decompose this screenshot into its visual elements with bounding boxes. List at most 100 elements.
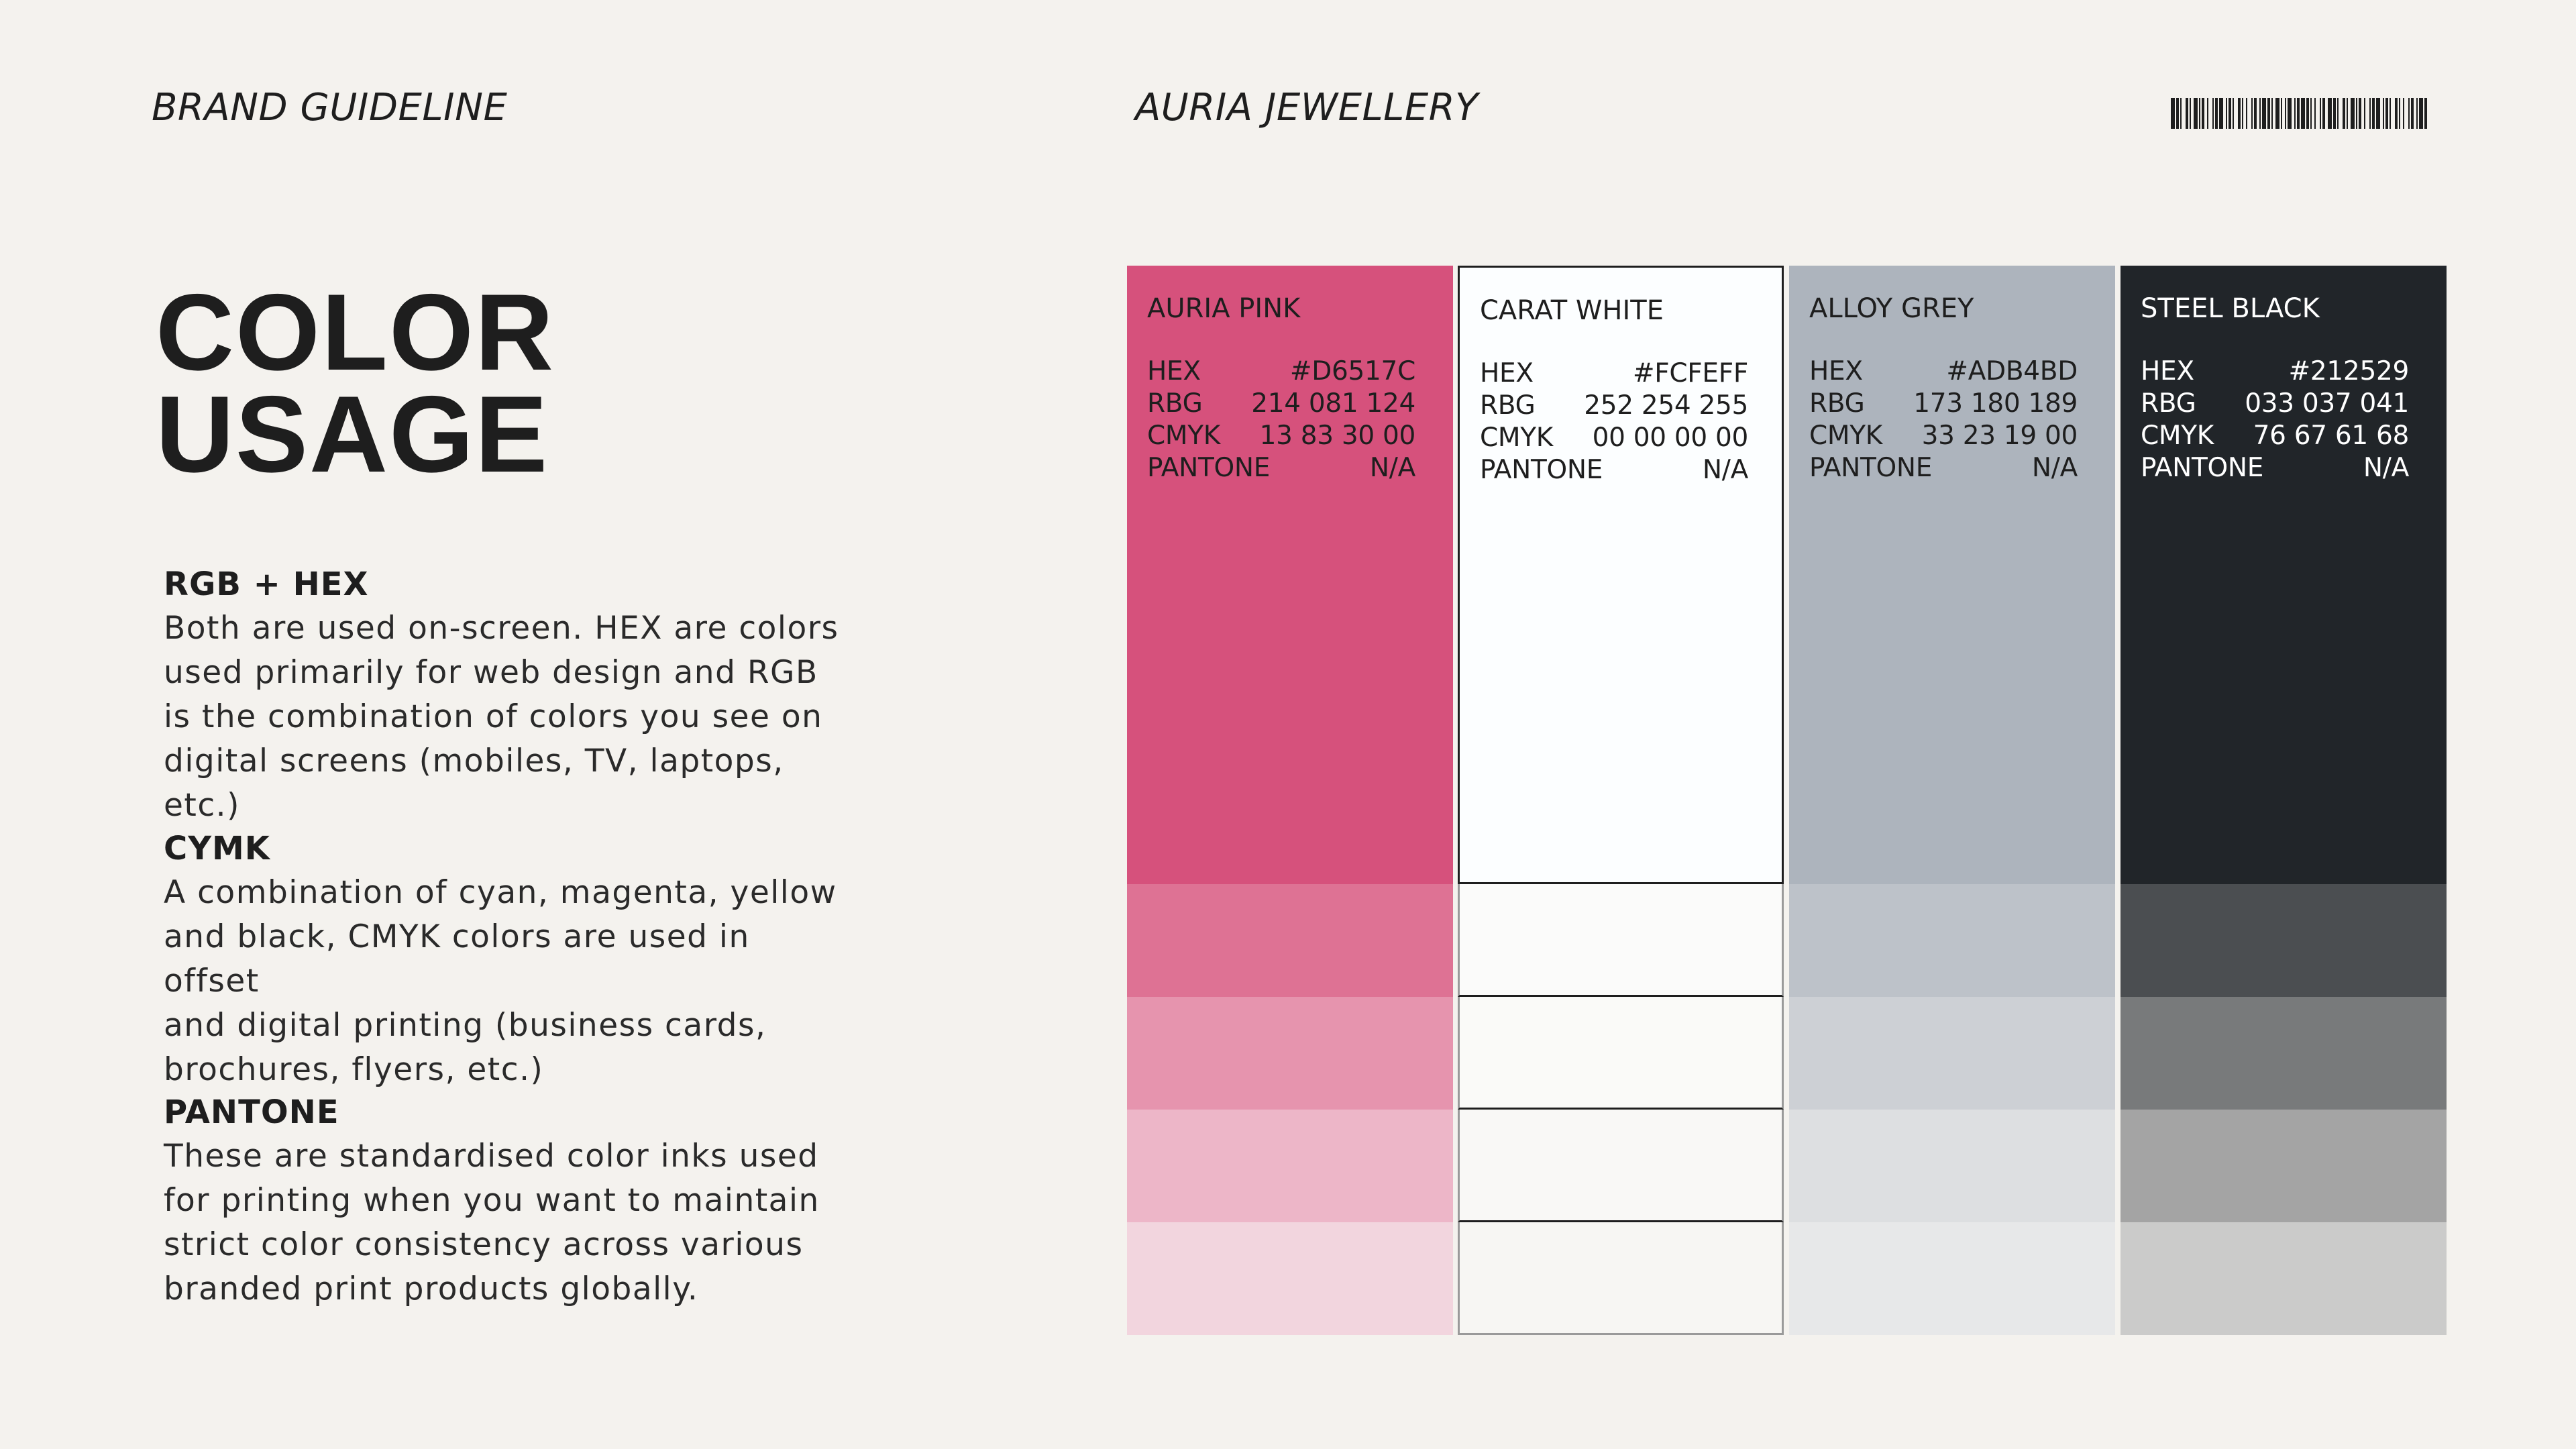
tint-20 xyxy=(1458,1222,1784,1335)
barcode-bar xyxy=(2356,98,2357,129)
swatch-name: ALLOY GREY xyxy=(1809,293,1974,324)
barcode-bar xyxy=(2294,98,2296,129)
section-line: A combination of cyan, magenta, yellow xyxy=(164,874,837,911)
swatch-main-block: STEEL BLACK HEX #212529 RBG 033 037 041 CM… xyxy=(2121,266,2447,884)
tint-40 xyxy=(1458,1110,1784,1222)
pantone-value: N/A xyxy=(2031,453,2078,483)
barcode-bar xyxy=(2275,98,2279,129)
swatch-carat-white: CARAT WHITE HEX #FCFEFF RBG 252 254 255 CM… xyxy=(1458,266,1784,1335)
section-line: strict color consistency across various xyxy=(164,1226,804,1263)
barcode-bar xyxy=(2180,98,2182,129)
swatch-auria-pink: AURIA PINK HEX #D6517C RBG 214 081 124 CMY… xyxy=(1127,266,1453,1335)
pantone-label: PANTONE xyxy=(1147,453,1271,483)
pantone-value: N/A xyxy=(1369,453,1415,483)
hex-label: HEX xyxy=(1147,356,1201,386)
barcode-bar xyxy=(2399,98,2400,129)
barcode-bar xyxy=(2322,98,2325,129)
barcode-bar xyxy=(2383,98,2384,129)
cmyk-value: 33 23 19 00 xyxy=(1921,421,2078,451)
barcode-bar xyxy=(2372,98,2375,129)
barcode-bar xyxy=(2424,98,2427,129)
hex-value: #212529 xyxy=(2288,356,2410,386)
barcode-bar xyxy=(2376,98,2380,129)
swatch-name: AURIA PINK xyxy=(1147,293,1301,324)
rgb-value: 214 081 124 xyxy=(1251,388,1415,419)
pantone-label: PANTONE xyxy=(1809,453,1933,483)
section-line: branded print products globally. xyxy=(164,1271,699,1307)
barcode-bar xyxy=(2207,98,2208,129)
rgb-value: 033 037 041 xyxy=(2245,388,2409,419)
barcode-bar xyxy=(2219,98,2223,129)
barcode-bar xyxy=(2333,98,2336,129)
swatch-name: STEEL BLACK xyxy=(2141,293,2320,324)
tint-60 xyxy=(1789,997,2115,1110)
barcode-bar xyxy=(2215,98,2218,129)
section-line: for printing when you want to maintain xyxy=(164,1182,820,1219)
section-cmyk: CYMK A combination of cyan, magenta, yel… xyxy=(164,826,848,1092)
rgb-value: 252 254 255 xyxy=(1584,390,1748,421)
tint-80 xyxy=(1789,884,2115,997)
barcode-bar xyxy=(2328,98,2332,129)
hex-label: HEX xyxy=(2141,356,2194,386)
barcode-bar xyxy=(2212,98,2214,129)
swatch-main-block: AURIA PINK HEX #D6517C RBG 214 081 124 CMY… xyxy=(1127,266,1453,884)
barcode-bar xyxy=(2419,98,2423,129)
barcode-bar xyxy=(2190,98,2191,129)
tint-20 xyxy=(2121,1222,2447,1335)
barcode-bar xyxy=(2301,98,2305,129)
barcode-bar xyxy=(2385,98,2388,129)
section-body: A combination of cyan, magenta, yellow a… xyxy=(164,871,848,1092)
section-line: and digital printing (business cards, xyxy=(164,1007,767,1044)
barcode-bar xyxy=(2359,98,2361,129)
tint-20 xyxy=(1789,1222,2115,1335)
barcode-bar xyxy=(2238,98,2241,129)
section-line: is the combination of colors you see on xyxy=(164,698,823,735)
header-brand-guideline: BRAND GUIDELINE xyxy=(152,86,508,129)
barcode-icon xyxy=(2171,98,2427,129)
tint-20 xyxy=(1127,1222,1453,1335)
hex-label: HEX xyxy=(1480,358,1534,388)
barcode-bar xyxy=(2262,98,2266,129)
barcode-bar xyxy=(2320,98,2321,129)
section-line: These are standardised color inks used xyxy=(164,1138,819,1175)
barcode-bar xyxy=(2369,98,2371,129)
rgb-label: RBG xyxy=(1480,390,1536,421)
rgb-value: 173 180 189 xyxy=(1913,388,2078,419)
cmyk-value: 13 83 30 00 xyxy=(1259,421,1416,451)
header-brand-name: AURIA JEWELLERY xyxy=(1135,86,1479,129)
barcode-bar xyxy=(2251,98,2253,129)
section-title: CYMK xyxy=(164,830,270,867)
section-pantone: PANTONE These are standardised color ink… xyxy=(164,1090,848,1311)
section-body: These are standardised color inks used f… xyxy=(164,1134,848,1311)
barcode-bar xyxy=(2171,98,2175,129)
barcode-bar xyxy=(2233,98,2234,129)
rgb-label: RBG xyxy=(2141,388,2196,419)
pantone-label: PANTONE xyxy=(1480,455,1603,485)
barcode-bar xyxy=(2411,98,2414,129)
tint-60 xyxy=(2121,997,2447,1110)
cmyk-label: CMYK xyxy=(1809,421,1883,451)
cmyk-label: CMYK xyxy=(2141,421,2214,451)
swatch-info: ALLOY GREY HEX #ADB4BD RBG 173 180 189 CMY… xyxy=(1809,292,2078,484)
hex-value: #FCFEFF xyxy=(1632,358,1748,388)
tint-60 xyxy=(1458,997,1784,1110)
cmyk-label: CMYK xyxy=(1480,423,1554,453)
barcode-bar xyxy=(2254,98,2257,129)
barcode-bar xyxy=(2229,98,2231,129)
barcode-bar xyxy=(2343,98,2345,129)
barcode-bar xyxy=(2281,98,2282,129)
swatch-main-block: CARAT WHITE HEX #FCFEFF RBG 252 254 255 CM… xyxy=(1458,266,1784,884)
swatch-specs: HEX #D6517C RBG 214 081 124 CMYK 13 83 30 0… xyxy=(1147,356,1415,484)
barcode-bar xyxy=(2242,98,2243,129)
barcode-bar xyxy=(2408,98,2410,129)
barcode-bar xyxy=(2364,98,2365,129)
tint-60 xyxy=(1127,997,1453,1110)
hex-label: HEX xyxy=(1809,356,1863,386)
section-title: RGB + HEX xyxy=(164,566,369,603)
barcode-bar xyxy=(2271,98,2273,129)
tint-40 xyxy=(1127,1110,1453,1222)
swatch-info: CARAT WHITE HEX #FCFEFF RBG 252 254 255 CM… xyxy=(1480,294,1748,486)
swatch-alloy-grey: ALLOY GREY HEX #ADB4BD RBG 173 180 189 CMY… xyxy=(1789,266,2115,1335)
swatch-specs: HEX #212529 RBG 033 037 041 CMYK 76 67 61 6… xyxy=(2141,356,2409,484)
section-line: brochures, flyers, etc.) xyxy=(164,1051,544,1088)
